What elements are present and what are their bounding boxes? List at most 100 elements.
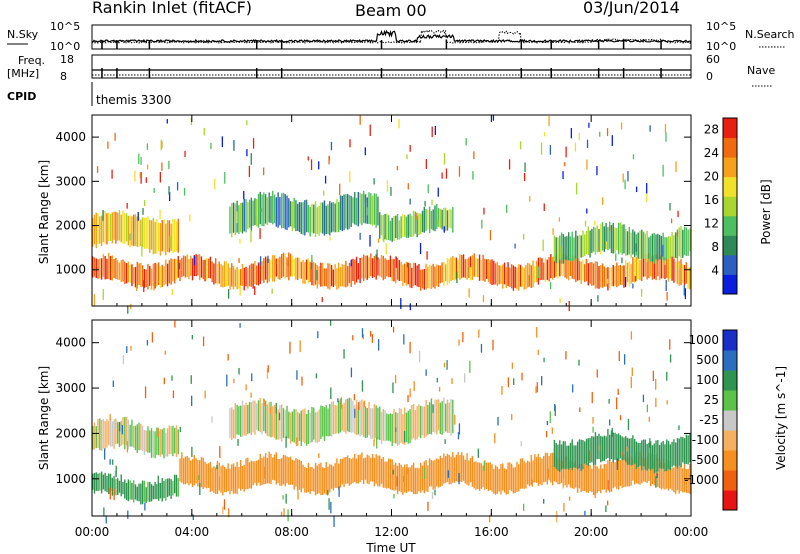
speckle-cell	[359, 115, 361, 125]
speckle-cell	[649, 125, 651, 132]
speckle-cell	[168, 191, 171, 201]
data-cell	[263, 398, 265, 432]
speckle-cell	[570, 127, 573, 139]
data-cell	[252, 263, 254, 289]
data-cell	[584, 462, 586, 491]
data-cell	[407, 214, 409, 238]
data-cell	[575, 256, 577, 283]
speckle-cell	[619, 415, 622, 421]
speckle-cell	[458, 339, 460, 346]
speckle-cell	[223, 499, 226, 510]
data-cell	[122, 259, 124, 282]
data-cell	[179, 458, 181, 482]
data-cell	[245, 402, 247, 436]
data-cell	[231, 263, 233, 287]
data-cell	[371, 195, 374, 226]
data-cell	[566, 456, 568, 488]
data-cell	[302, 259, 304, 284]
speckle-cell	[403, 431, 406, 443]
data-cell	[412, 404, 415, 439]
data-cell	[231, 464, 233, 491]
data-cell	[528, 263, 531, 286]
data-cell	[273, 194, 276, 224]
speckle-cell	[118, 421, 121, 432]
speckle-cell	[171, 375, 173, 381]
data-band-4	[553, 428, 691, 474]
data-cell	[386, 461, 388, 489]
speckle-cell	[627, 171, 629, 182]
data-cell	[389, 255, 392, 278]
data-cell	[587, 438, 590, 467]
data-cell	[127, 261, 130, 283]
data-cell	[309, 261, 311, 283]
data-cell	[464, 459, 466, 484]
data-cell	[651, 256, 654, 280]
data-cell	[343, 457, 345, 487]
speckle-cell	[224, 172, 226, 184]
data-cell	[273, 454, 276, 481]
data-cell	[625, 436, 627, 462]
data-cell	[373, 256, 376, 278]
speckle-cell	[395, 256, 397, 268]
data-cell	[163, 219, 165, 253]
speckle-cell	[443, 226, 445, 233]
data-cell	[484, 460, 486, 490]
x-tick-label: 00:00	[75, 525, 110, 539]
data-cell	[134, 484, 137, 500]
data-cell	[510, 264, 513, 289]
data-cell	[348, 458, 351, 486]
data-cell	[421, 465, 424, 491]
data-cell	[578, 465, 581, 489]
data-cell	[569, 236, 572, 261]
data-cell	[382, 409, 384, 441]
speckle-cell	[282, 495, 284, 500]
data-cell	[657, 457, 659, 488]
data-cell	[477, 258, 479, 278]
data-cell	[370, 253, 372, 277]
data-cell	[395, 256, 397, 284]
data-cell	[138, 218, 140, 247]
data-cell	[450, 257, 452, 282]
data-cell	[576, 235, 579, 262]
data-cell	[366, 255, 368, 280]
data-cell	[639, 259, 641, 281]
data-cell	[198, 254, 201, 281]
colorbar-tick-label: -100	[692, 433, 719, 447]
speckle-cell	[635, 186, 638, 193]
data-cell	[334, 203, 336, 233]
data-cell	[403, 464, 406, 493]
speckle-cell	[359, 232, 361, 240]
data-cell	[243, 464, 245, 492]
speckle-cell	[184, 150, 186, 157]
data-cell	[482, 465, 484, 487]
speckle-cell	[621, 257, 623, 264]
data-cell	[689, 228, 691, 252]
speckle-cell	[513, 378, 515, 385]
speckle-cell	[551, 427, 553, 434]
data-cell	[557, 254, 559, 279]
data-cell	[293, 197, 295, 229]
speckle-cell	[664, 260, 666, 265]
data-cell	[676, 257, 679, 285]
data-cell	[92, 425, 94, 450]
speckle-cell	[669, 339, 671, 350]
data-cell	[131, 419, 133, 447]
speckle-cell	[677, 210, 679, 218]
data-cell	[241, 263, 244, 286]
data-cell	[147, 426, 149, 453]
data-cell	[430, 210, 433, 230]
speckle-cell	[616, 458, 619, 470]
data-cell	[585, 258, 588, 282]
speckle-cell	[536, 326, 538, 338]
data-cell	[380, 411, 383, 444]
data-cell	[97, 259, 99, 279]
speckle-cell	[469, 256, 472, 268]
data-cell	[566, 445, 568, 469]
data-cell	[195, 254, 197, 277]
speckle-cell	[271, 288, 273, 294]
data-cell	[605, 436, 607, 460]
freq-label-line1: Freq.	[18, 54, 45, 67]
data-cell	[289, 253, 292, 277]
speckle-cell	[161, 162, 163, 171]
data-cell	[350, 398, 352, 433]
